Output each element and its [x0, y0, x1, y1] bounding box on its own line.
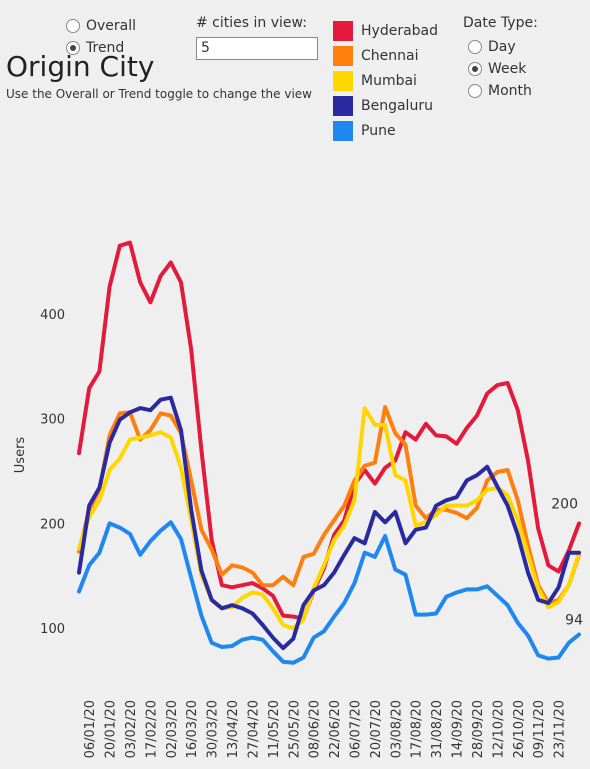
x-tick-label: 17/02/20 [144, 700, 159, 758]
x-tick-label: 06/07/20 [349, 700, 364, 758]
radio-button[interactable] [468, 62, 482, 76]
view-toggle: Overall Trend [66, 15, 136, 59]
legend-item[interactable]: Bengaluru [333, 93, 438, 118]
y-tick-label: 200 [40, 517, 65, 532]
subtitle: Use the Overall or Trend toggle to chang… [6, 87, 312, 101]
x-tick-label: 23/11/20 [553, 700, 568, 758]
legend-item[interactable]: Pune [333, 118, 438, 143]
legend-swatch [333, 45, 353, 66]
line-series [77, 240, 581, 621]
title: Origin City [6, 50, 155, 83]
x-tick-label: 08/06/20 [308, 700, 323, 758]
line-series [77, 405, 581, 605]
y-tick-label: 100 [40, 622, 65, 637]
y-tick-label: 400 [40, 308, 65, 323]
x-tick-label: 12/10/20 [491, 700, 506, 758]
radio-button[interactable] [468, 84, 482, 98]
legend-item[interactable]: Mumbai [333, 68, 438, 93]
radio-label: Overall [86, 18, 137, 34]
legend-item[interactable]: Hyderabad [333, 18, 438, 43]
x-tick-label: 17/08/20 [410, 700, 425, 758]
date-type-label: Date Type: [463, 15, 538, 31]
x-tick-label: 03/02/20 [124, 700, 139, 758]
x-tick-label: 22/06/20 [328, 700, 343, 758]
x-tick-label: 03/08/20 [389, 700, 404, 758]
legend-swatch [333, 20, 353, 41]
radio-label: Day [488, 39, 516, 55]
legend-label: Chennai [361, 47, 419, 64]
x-tick-label: 09/11/20 [532, 700, 547, 758]
radio-button[interactable] [66, 19, 80, 33]
x-tick-label: 16/03/20 [185, 700, 200, 758]
legend-label: Mumbai [361, 72, 417, 89]
end-label: 94 [565, 612, 583, 628]
radio-option[interactable]: Trend [66, 37, 136, 59]
cities-label: # cities in view: [196, 15, 307, 31]
line-series [77, 395, 581, 651]
x-tick-label: 02/03/20 [165, 700, 180, 758]
legend-swatch [333, 95, 353, 116]
radio-label: Month [488, 83, 532, 99]
radio-label: Week [488, 61, 527, 77]
legend-label: Pune [361, 122, 396, 139]
x-tick-label: 14/09/20 [451, 700, 466, 758]
legend-swatch [333, 120, 353, 141]
radio-option[interactable]: Overall [66, 15, 136, 37]
radio-label: Trend [86, 40, 125, 56]
radio-option[interactable]: Month [468, 80, 532, 102]
y-axis-label: Users [13, 437, 28, 474]
radio-button[interactable] [66, 41, 80, 55]
legend: Hyderabad Chennai Mumbai Bengaluru Pune [333, 18, 438, 143]
radio-button[interactable] [468, 40, 482, 54]
date-type-toggle: Day Week Month [468, 36, 532, 102]
x-tick-label: 20/07/20 [369, 700, 384, 758]
legend-swatch [333, 70, 353, 91]
x-tick-label: 25/05/20 [287, 700, 302, 758]
y-tick-label: 300 [40, 413, 65, 428]
radio-option[interactable]: Day [468, 36, 532, 58]
x-tick-label: 06/01/20 [83, 700, 98, 758]
cities-input[interactable]: 5 [196, 37, 318, 60]
x-tick-label: 31/08/20 [430, 700, 445, 758]
radio-option[interactable]: Week [468, 58, 532, 80]
x-tick-label: 28/09/20 [471, 700, 486, 758]
line-series [77, 406, 581, 631]
legend-item[interactable]: Chennai [333, 43, 438, 68]
x-tick-label: 27/04/20 [246, 700, 261, 758]
legend-label: Bengaluru [361, 97, 433, 114]
x-tick-label: 11/05/20 [267, 700, 282, 758]
x-tick-label: 13/04/20 [226, 700, 241, 758]
x-tick-label: 30/03/20 [206, 700, 221, 758]
line-series [77, 520, 581, 665]
x-tick-label: 20/01/20 [104, 700, 119, 758]
x-tick-label: 26/10/20 [512, 700, 527, 758]
end-label: 200 [551, 496, 578, 512]
legend-label: Hyderabad [361, 22, 438, 39]
